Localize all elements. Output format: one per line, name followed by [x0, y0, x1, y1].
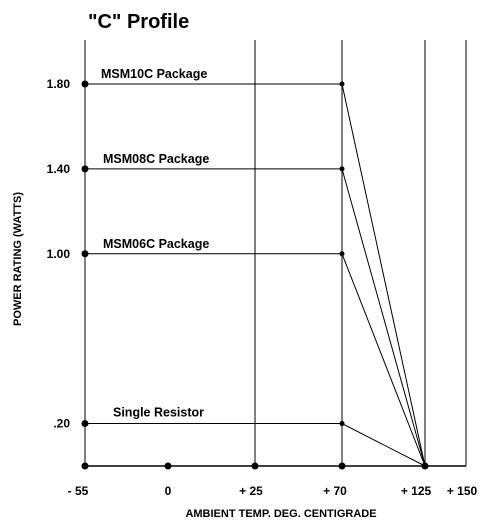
x-tick-dot [251, 462, 259, 470]
x-tick-label: + 70 [323, 484, 347, 498]
y-tick-label: .20 [53, 417, 70, 431]
x-tick-dot [338, 462, 346, 470]
series-label: MSM10C Package [101, 67, 207, 81]
series-label: MSM08C Package [103, 152, 209, 166]
y-tick-label: 1.00 [47, 247, 71, 261]
series-label: Single Resistor [113, 406, 204, 420]
x-tick-dot [81, 462, 89, 470]
series-point [339, 251, 345, 257]
x-axis-label: AMBIENT TEMP. DEG. CENTIGRADE [185, 508, 376, 520]
series-point [339, 421, 345, 427]
x-tick-dot [164, 462, 172, 470]
chart-title: "C" Profile [88, 11, 189, 33]
x-tick-label: - 55 [68, 484, 89, 498]
series-point [339, 81, 345, 87]
x-tick-label: 0 [165, 484, 172, 498]
x-tick-label: + 125 [401, 484, 432, 498]
x-tick-label: + 25 [239, 484, 263, 498]
series-point [339, 166, 345, 172]
y-axis-label: POWER RATING (WATTS) [12, 192, 24, 326]
x-tick-label: + 150 [447, 484, 478, 498]
series-label: MSM06C Package [103, 237, 209, 251]
y-tick-label: 1.80 [47, 77, 71, 91]
y-tick-label: 1.40 [47, 162, 71, 176]
